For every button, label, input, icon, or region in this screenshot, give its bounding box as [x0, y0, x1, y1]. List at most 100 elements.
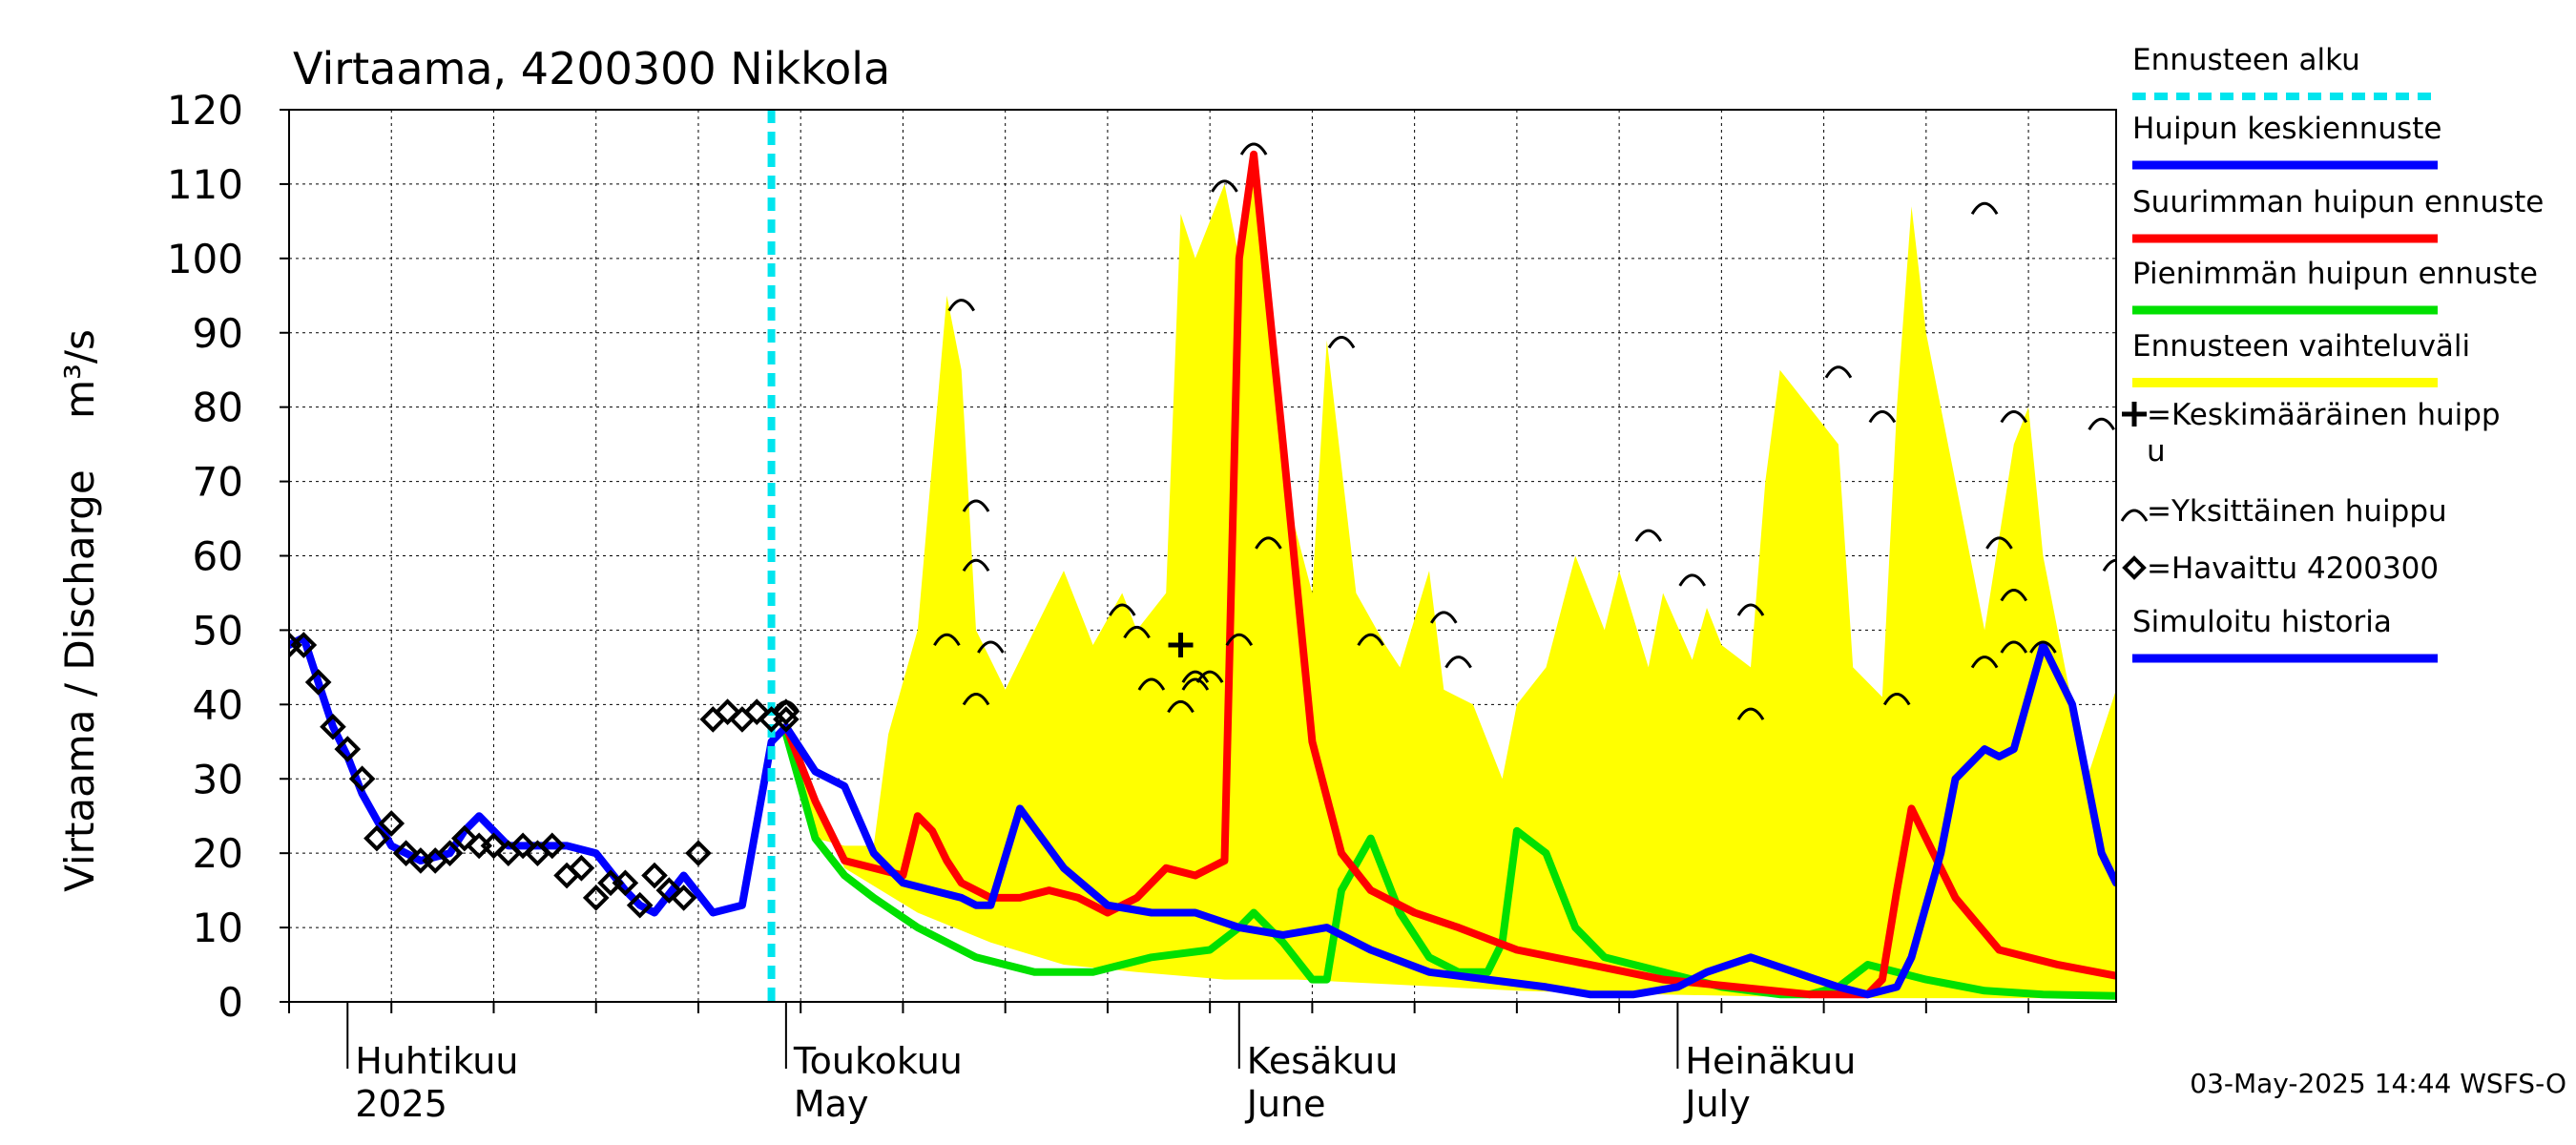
- y-axis: 0 10 20 30 40 50 60 70 80 90 100 110 120: [167, 87, 289, 1026]
- observed-marker: [348, 765, 376, 793]
- y-tick-label: 30: [193, 756, 243, 802]
- single-peak-marker: [1137, 677, 1166, 691]
- observed-marker: [773, 698, 800, 725]
- single-peak-marker: [1181, 670, 1210, 683]
- single-peak-marker: [1868, 409, 1897, 424]
- y-tick-label: 80: [193, 385, 243, 431]
- single-peak-marker: [1255, 536, 1282, 550]
- legend-label-simulated: Simuloitu historia: [2132, 605, 2392, 639]
- single-peak-marker: [2029, 640, 2057, 654]
- footer-timestamp: 03-May-2025 14:44 WSFS-O: [2190, 1068, 2566, 1099]
- observed-marker: [670, 885, 697, 911]
- single-peak-marker: [2000, 409, 2028, 424]
- legend-label-observed: =Havaittu 4200300: [2147, 552, 2439, 586]
- single-peak-marker: [1985, 536, 2013, 550]
- max-peak-line: [781, 150, 2116, 999]
- y-tick-label: 0: [218, 979, 243, 1026]
- single-peak-marker: [1736, 603, 1765, 616]
- single-peak-marker: [962, 499, 990, 512]
- single-peak-marker: [933, 633, 961, 647]
- legend-observed-icon: [2122, 555, 2147, 580]
- observed-marker: [612, 869, 639, 897]
- single-peak-marker: [1357, 633, 1384, 647]
- single-peak-marker: [1123, 625, 1151, 639]
- single-peak-marker: [1108, 603, 1136, 616]
- observed-marker: [392, 840, 420, 866]
- single-peak-marker: [1225, 633, 1254, 647]
- simulated-history-line: [289, 634, 2116, 999]
- y-tick-label: 110: [167, 161, 243, 208]
- month-label-en: 2025: [355, 1083, 447, 1125]
- single-peak-marker: [1211, 179, 1238, 193]
- observed-marker: [290, 632, 318, 658]
- month-label-en: June: [1245, 1083, 1326, 1125]
- single-peak-marker: [1239, 142, 1268, 156]
- single-peak-marker: [977, 640, 1005, 654]
- mean-peak-marker: [1168, 633, 1194, 657]
- y-tick-label: 120: [167, 87, 243, 134]
- single-peak-marker: [1429, 611, 1458, 624]
- legend-mean-peak-icon: [2122, 402, 2147, 427]
- single-peak-markers: [772, 142, 2116, 720]
- observed-markers: [289, 632, 800, 919]
- chart-title: Virtaama, 4200300 Nikkola: [293, 43, 890, 94]
- y-tick-label: 50: [193, 607, 243, 654]
- observed-marker: [655, 877, 683, 904]
- month-label-fi: Heinäkuu: [1685, 1040, 1856, 1082]
- legend-label-single-peak-marker: =Yksittäinen huippu: [2147, 494, 2447, 529]
- observed-marker: [378, 810, 405, 837]
- month-label-en: July: [1683, 1083, 1750, 1125]
- observed-marker: [582, 885, 610, 911]
- observed-marker: [436, 840, 464, 866]
- single-peak-marker: [1167, 699, 1195, 714]
- single-peak-marker: [2000, 588, 2028, 602]
- month-label-fi: Kesäkuu: [1247, 1040, 1399, 1082]
- single-peak-marker: [2088, 417, 2115, 431]
- legend-label-forecast-start: Ennusteen alku: [2132, 43, 2360, 77]
- single-peak-marker: [1181, 677, 1210, 691]
- observed-marker: [568, 854, 595, 882]
- y-tick-label: 10: [193, 905, 243, 951]
- observed-marker: [480, 832, 508, 860]
- observed-marker: [509, 832, 536, 860]
- legend-label-range: Ennusteen vaihteluväli: [2132, 329, 2470, 364]
- legend-label-mean-peak-marker: =Keskimääräinen huipp: [2147, 398, 2501, 432]
- y-tick-label: 70: [193, 459, 243, 506]
- mean-peak-cross: [1168, 633, 1194, 657]
- legend-single-peak-icon: [2120, 509, 2149, 522]
- single-peak-marker: [962, 558, 990, 572]
- observed-marker: [626, 891, 654, 919]
- observed-marker: [538, 832, 566, 860]
- observed-marker: [451, 824, 478, 852]
- legend-label-median-peak: Huipun keskiennuste: [2132, 112, 2441, 146]
- single-peak-marker: [1970, 201, 1999, 216]
- observed-marker: [685, 840, 712, 866]
- single-peak-marker: [1882, 693, 1911, 706]
- single-peak-marker: [1444, 656, 1472, 669]
- single-peak-marker: [772, 699, 800, 714]
- forecast-range-band: [785, 169, 2116, 999]
- single-peak-marker: [1634, 529, 1663, 542]
- single-peak-marker: [1824, 365, 1853, 379]
- y-tick-label: 90: [193, 310, 243, 357]
- single-peak-marker: [1678, 573, 1707, 587]
- y-tick-label: 100: [167, 236, 243, 282]
- single-peak-marker: [1970, 656, 1999, 669]
- month-label-fi: Huhtikuu: [355, 1040, 518, 1082]
- observed-marker: [364, 824, 390, 852]
- y-tick-label: 60: [193, 533, 243, 580]
- single-peak-marker: [962, 693, 990, 706]
- legend-label-max-peak: Suurimman huipun ennuste: [2132, 185, 2544, 219]
- observed-marker: [320, 713, 346, 740]
- single-peak-marker: [1736, 707, 1765, 720]
- observed-marker: [334, 736, 362, 762]
- observed-marker: [714, 698, 741, 725]
- single-peak-marker: [1195, 670, 1224, 683]
- legend-label-continued: u: [2147, 434, 2166, 468]
- single-peak-marker: [1327, 336, 1356, 349]
- y-axis-label: Virtaama / Discharge m³/s: [56, 329, 103, 892]
- month-label-en: May: [794, 1083, 869, 1125]
- observed-marker: [743, 698, 771, 725]
